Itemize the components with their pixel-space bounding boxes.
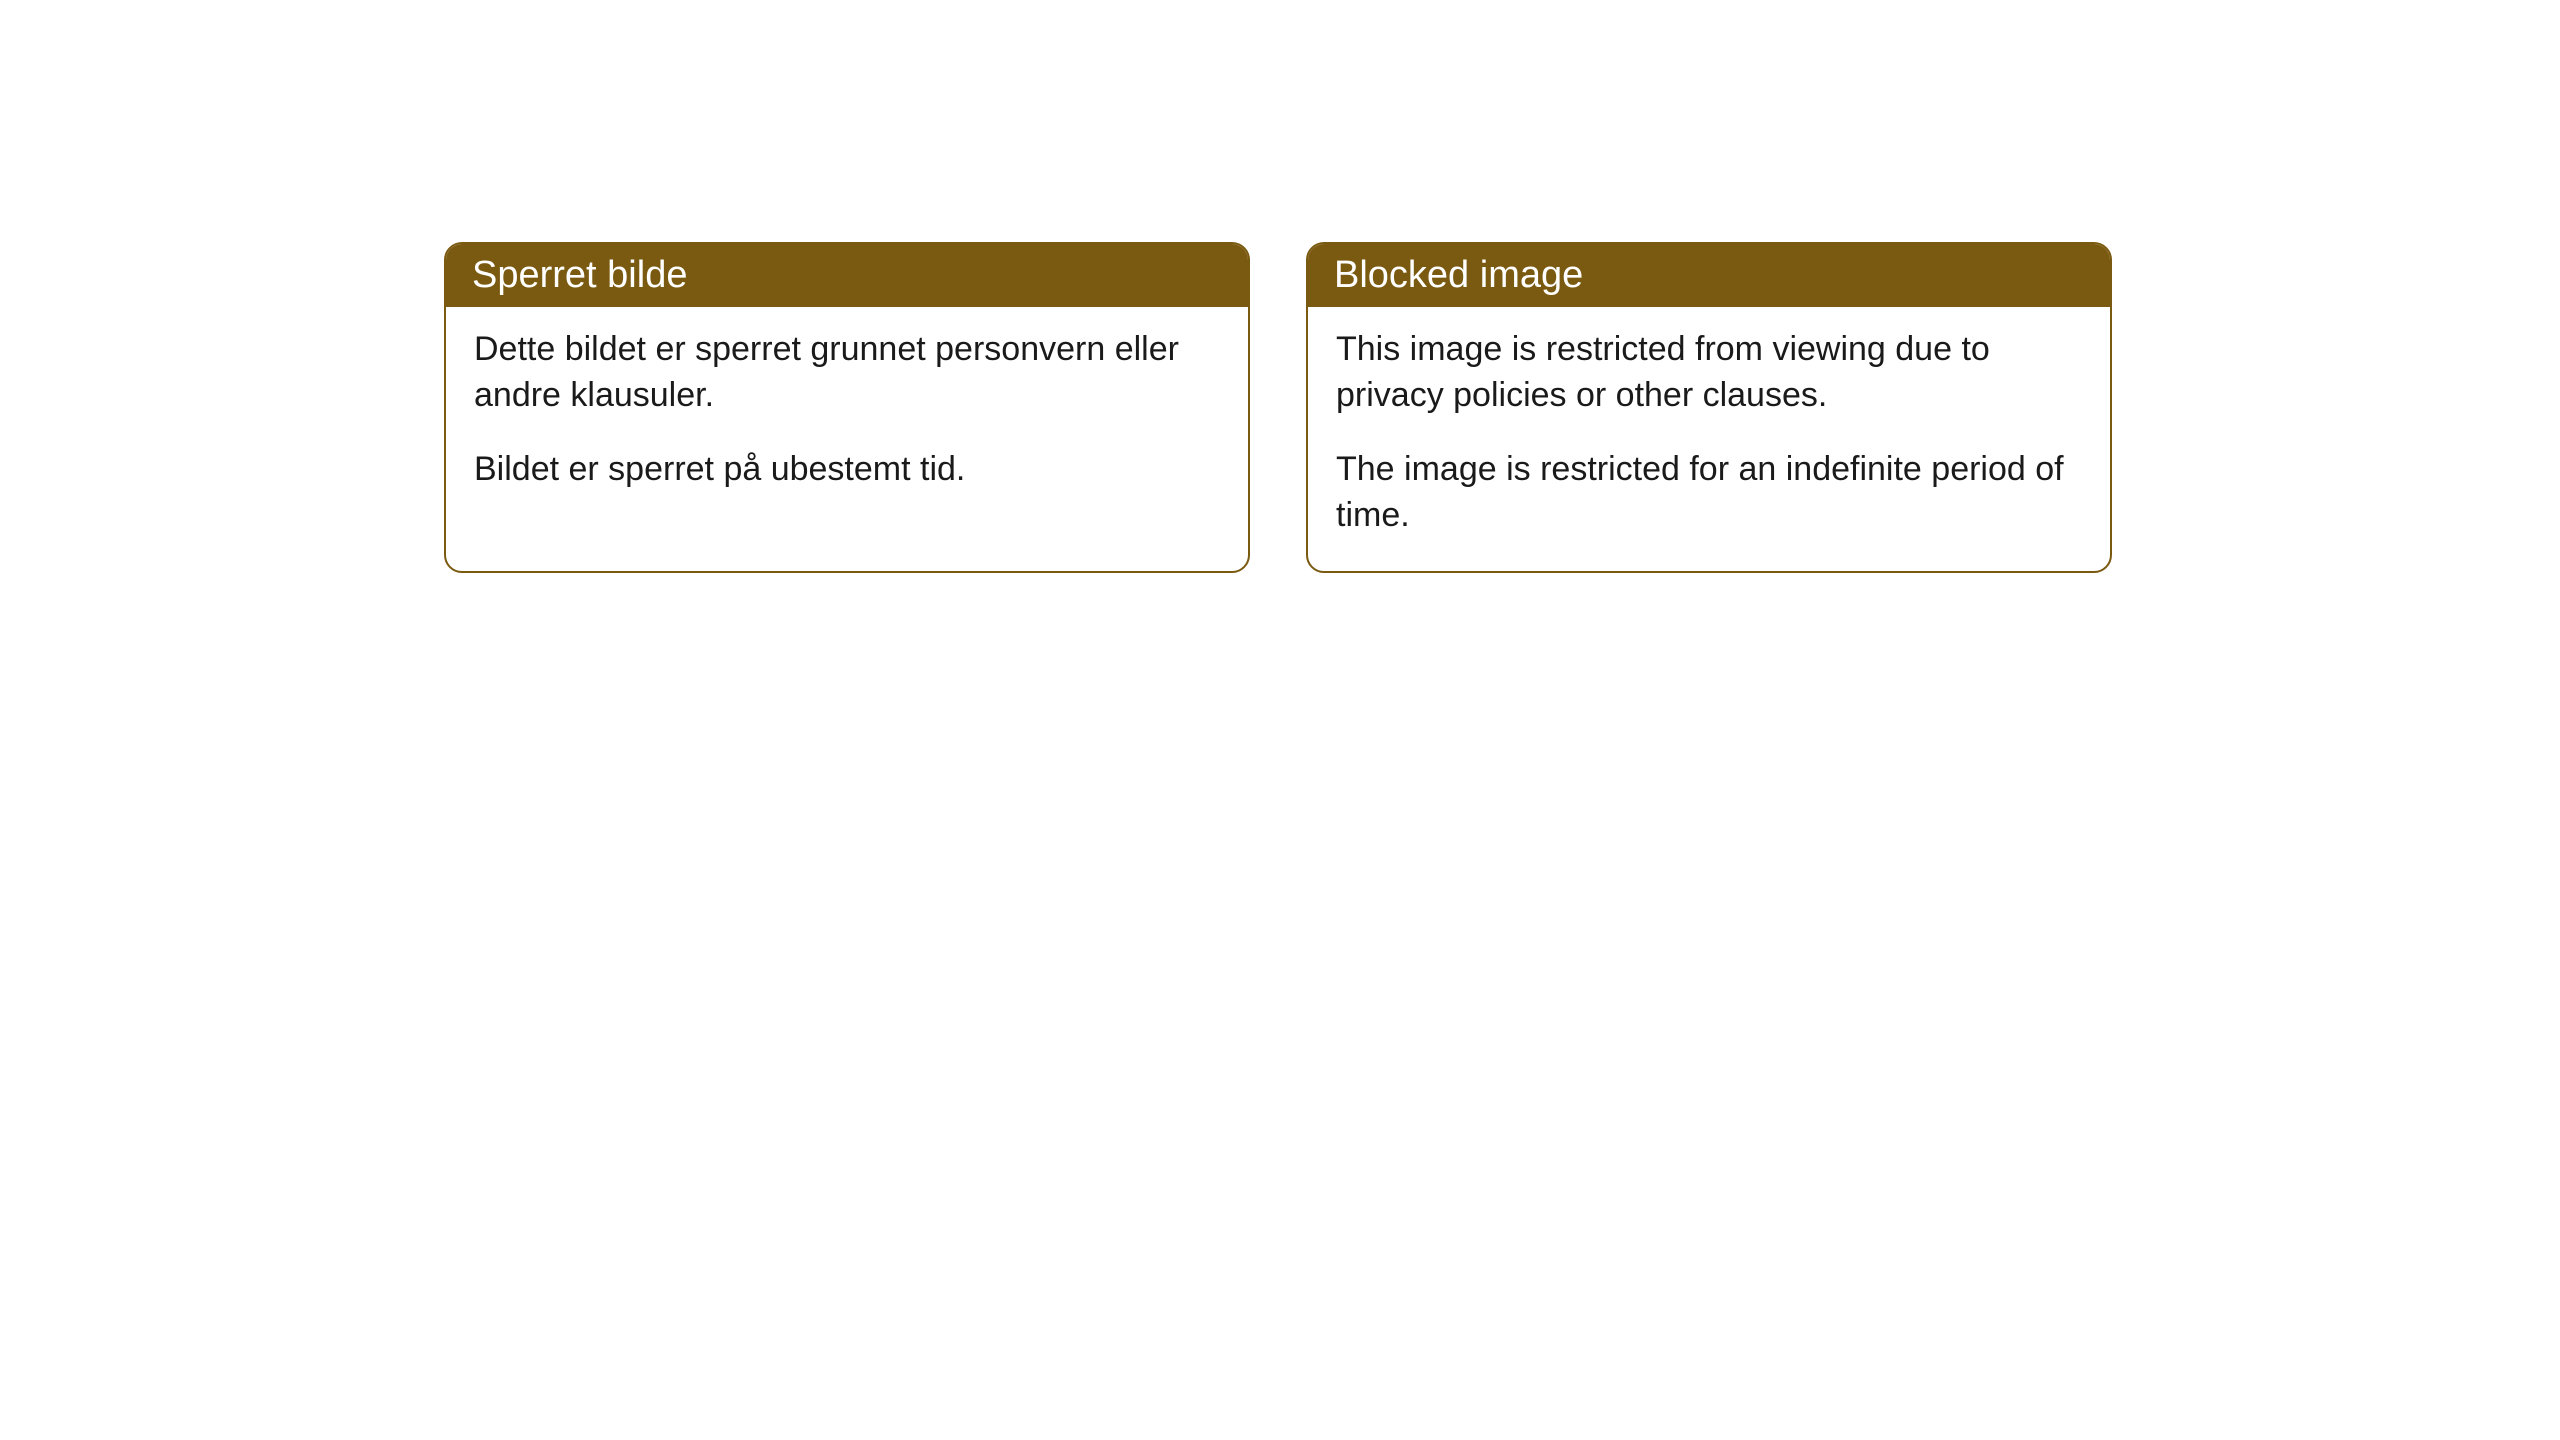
- card-header-norwegian: Sperret bilde: [446, 244, 1248, 307]
- card-norwegian: Sperret bilde Dette bildet er sperret gr…: [444, 242, 1250, 573]
- card-paragraph-1: This image is restricted from viewing du…: [1336, 327, 2082, 419]
- card-paragraph-2: Bildet er sperret på ubestemt tid.: [474, 447, 1220, 493]
- card-english: Blocked image This image is restricted f…: [1306, 242, 2112, 573]
- card-paragraph-1: Dette bildet er sperret grunnet personve…: [474, 327, 1220, 419]
- card-header-english: Blocked image: [1308, 244, 2110, 307]
- card-paragraph-2: The image is restricted for an indefinit…: [1336, 447, 2082, 539]
- card-body-norwegian: Dette bildet er sperret grunnet personve…: [446, 307, 1248, 525]
- card-body-english: This image is restricted from viewing du…: [1308, 307, 2110, 571]
- cards-container: Sperret bilde Dette bildet er sperret gr…: [444, 242, 2112, 573]
